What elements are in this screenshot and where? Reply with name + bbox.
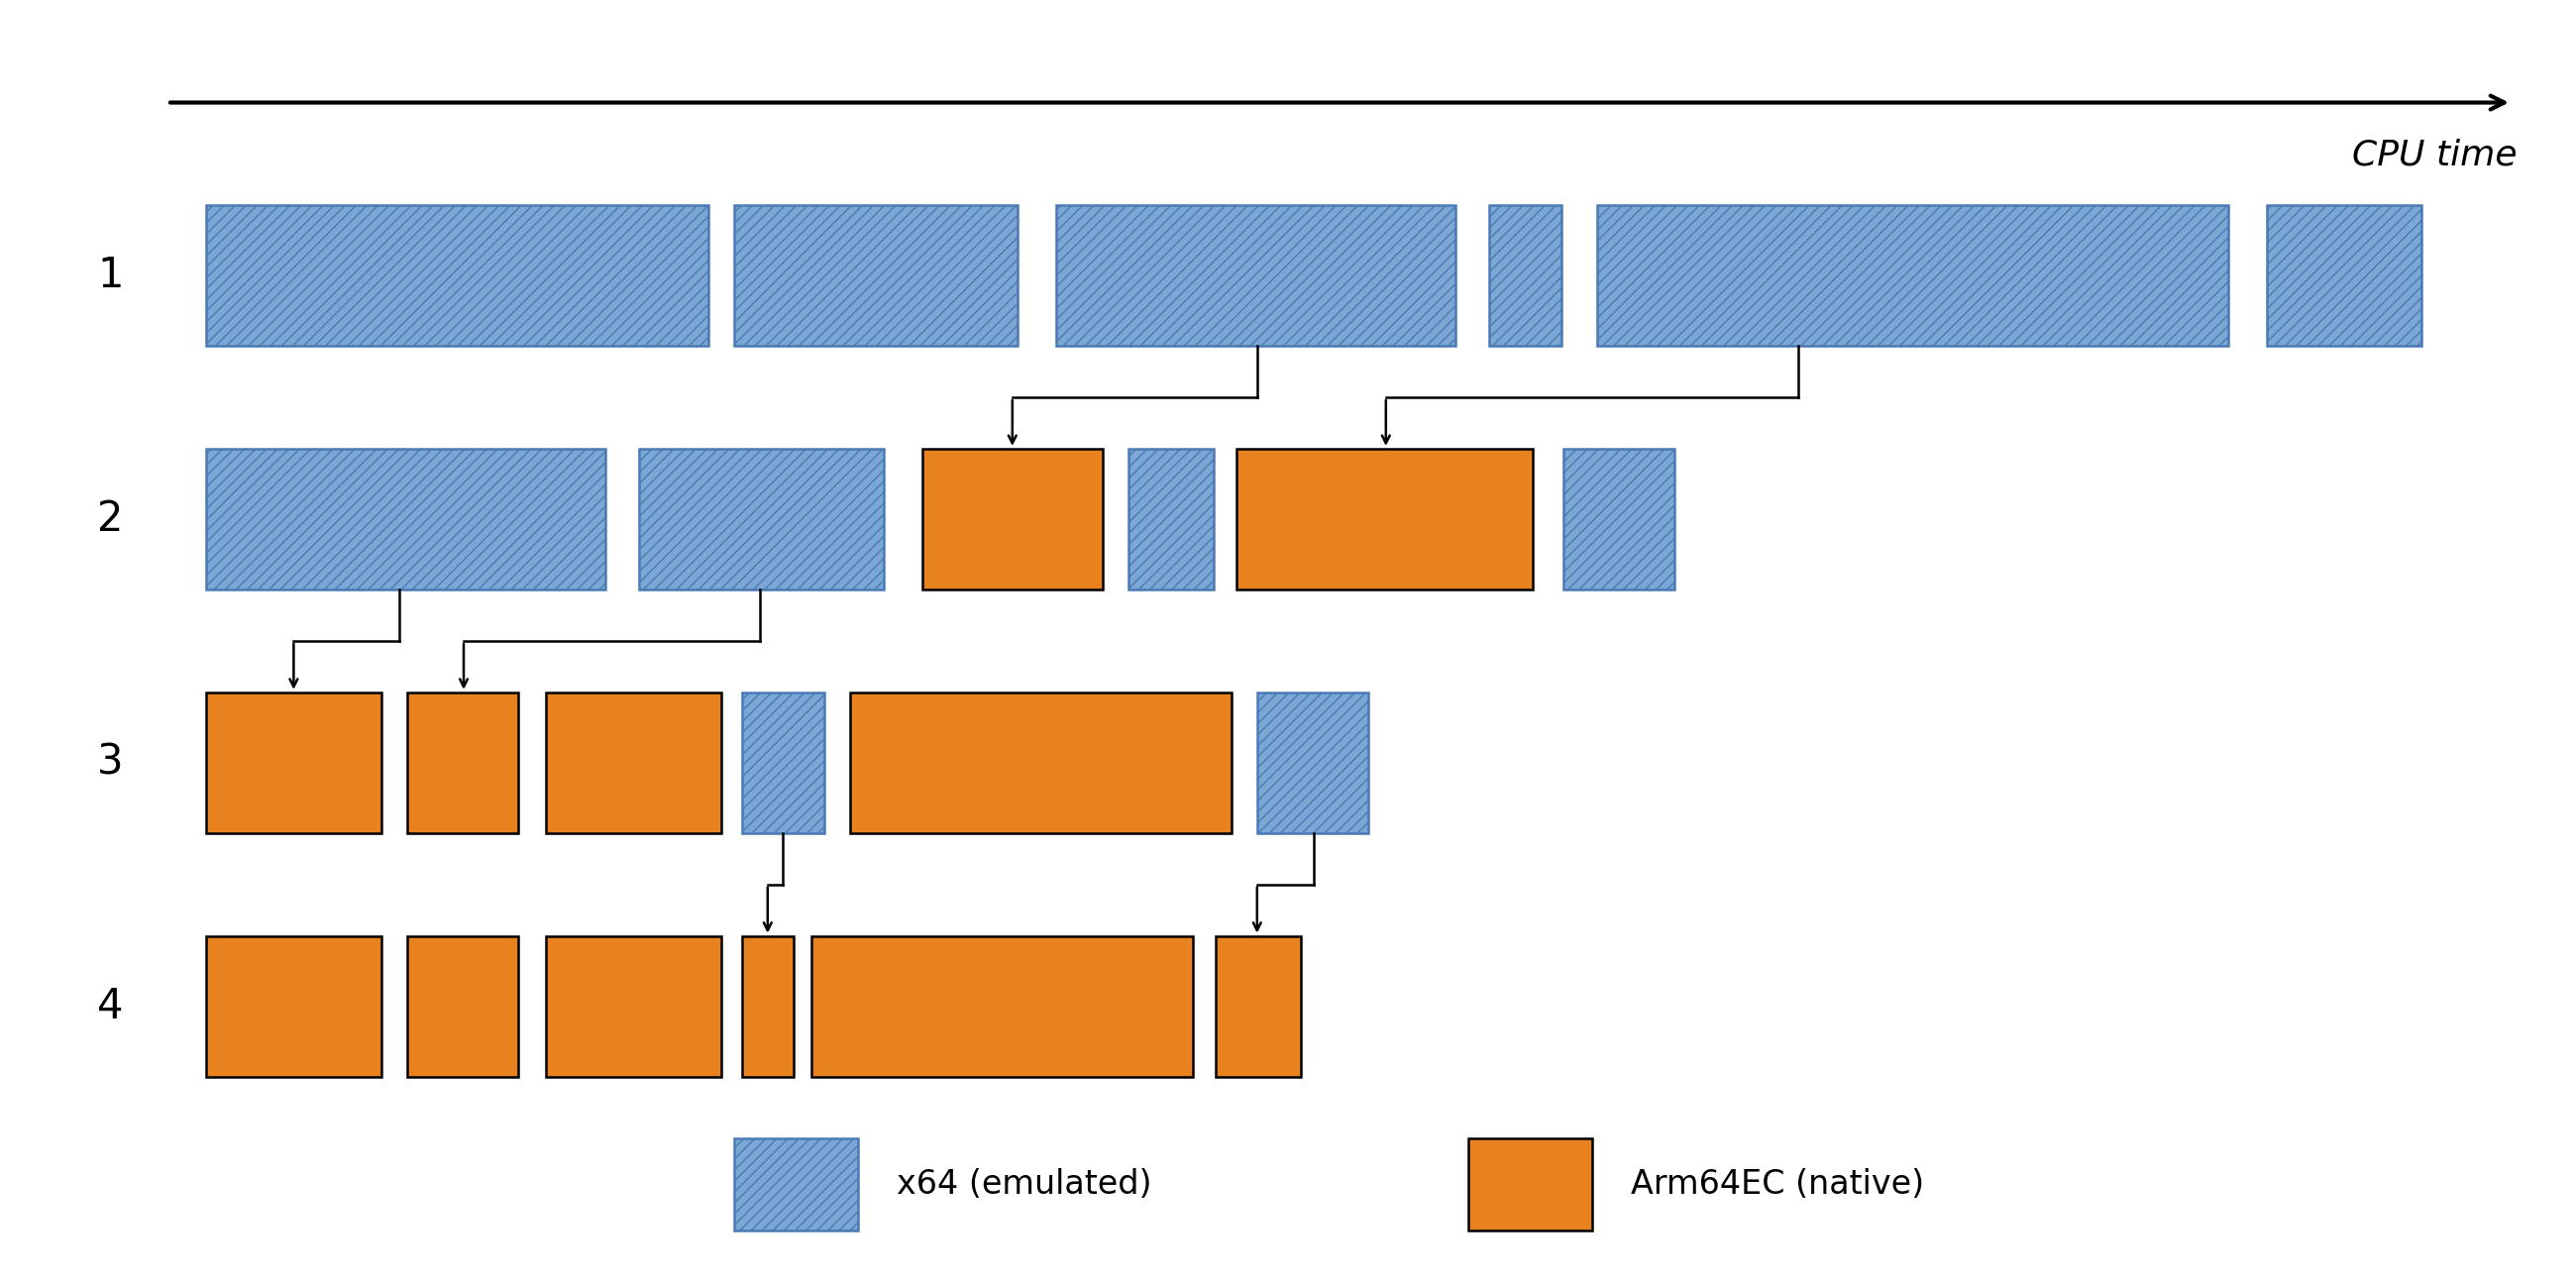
Text: CPU time: CPU time [2352, 138, 2517, 172]
Bar [546, 936, 721, 1077]
Bar [206, 692, 381, 833]
Text: 3: 3 [98, 742, 124, 783]
Bar [850, 692, 1231, 833]
Bar [1489, 205, 1561, 346]
Bar [407, 936, 518, 1077]
Bar [922, 449, 1103, 590]
Bar [1468, 1138, 1592, 1231]
Bar [206, 936, 381, 1077]
Bar [546, 692, 721, 833]
Text: 2: 2 [98, 499, 124, 540]
Bar [734, 1138, 858, 1231]
Bar [1056, 205, 1455, 346]
Text: x64 (emulated): x64 (emulated) [896, 1168, 1151, 1201]
Bar [407, 692, 518, 833]
Bar [206, 205, 708, 346]
Bar [2267, 205, 2421, 346]
Bar [734, 205, 1018, 346]
Bar [1257, 692, 1368, 833]
Bar [206, 449, 605, 590]
Text: 4: 4 [98, 986, 124, 1027]
Bar [1564, 449, 1674, 590]
Bar [639, 449, 884, 590]
Bar [1597, 205, 2228, 346]
Bar [742, 936, 793, 1077]
Bar [1128, 449, 1213, 590]
Bar [1216, 936, 1301, 1077]
Text: 1: 1 [98, 255, 124, 296]
Bar [811, 936, 1193, 1077]
Bar [1236, 449, 1533, 590]
Text: Arm64EC (native): Arm64EC (native) [1631, 1168, 1924, 1201]
Bar [742, 692, 824, 833]
